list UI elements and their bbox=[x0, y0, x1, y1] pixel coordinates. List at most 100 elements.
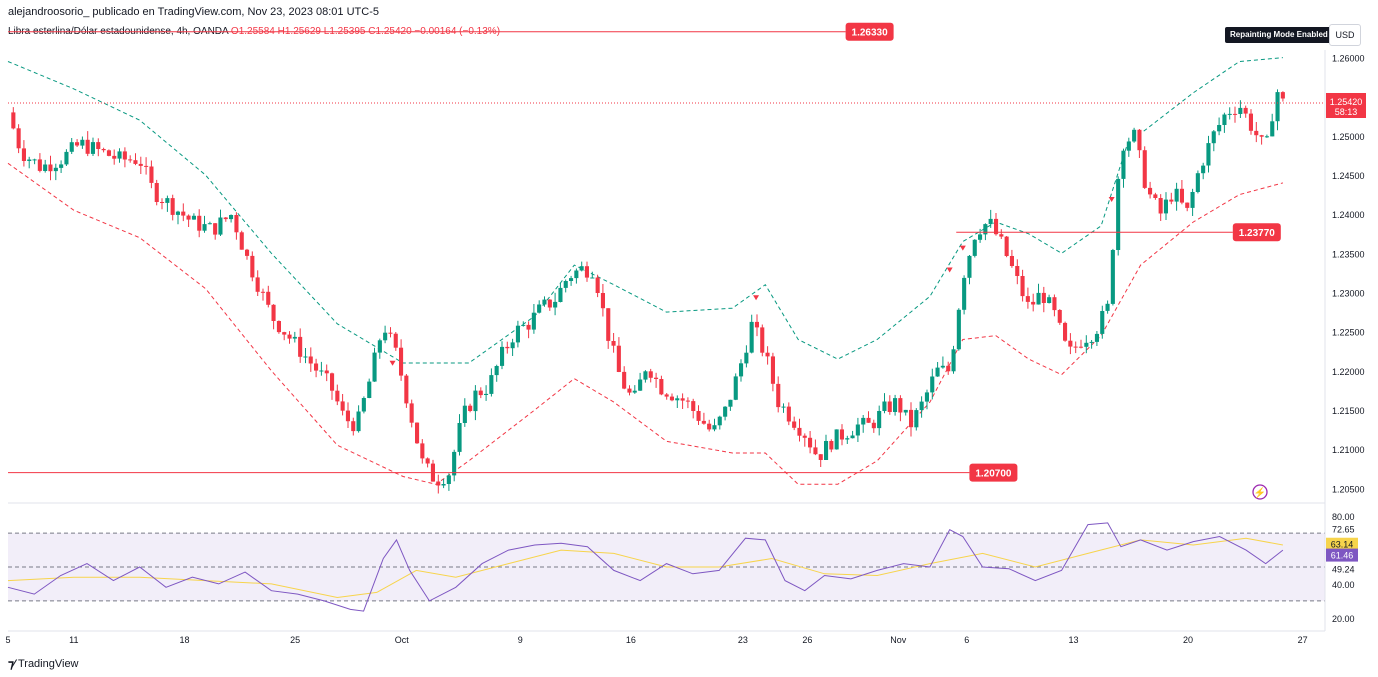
level-label-box bbox=[969, 463, 1018, 482]
candle-body bbox=[558, 287, 563, 302]
rsi-tick-label: 80.00 bbox=[1332, 512, 1355, 522]
candle-body bbox=[351, 421, 356, 432]
candle-body bbox=[276, 321, 281, 333]
candle-body bbox=[1121, 150, 1126, 179]
candle-body bbox=[37, 159, 42, 171]
candle-body bbox=[1057, 310, 1062, 323]
candle-body bbox=[1217, 125, 1222, 132]
candle-body bbox=[1137, 129, 1142, 151]
candle-body bbox=[404, 375, 409, 404]
candle-body bbox=[43, 164, 48, 171]
candle-body bbox=[122, 151, 127, 160]
candle-body bbox=[707, 423, 712, 430]
rsi-tick-label: 49.24 bbox=[1332, 564, 1355, 574]
candle-body bbox=[1100, 311, 1105, 334]
candle-body bbox=[754, 321, 759, 328]
candle-body bbox=[1025, 296, 1030, 302]
candle-body bbox=[579, 266, 584, 271]
candle-body bbox=[1270, 121, 1275, 137]
levels: 1.26330 1.23770 1.20700 bbox=[8, 22, 1325, 482]
price-tick-label: 1.24500 bbox=[1332, 171, 1365, 181]
candle-body bbox=[1163, 199, 1168, 214]
candle-body bbox=[510, 342, 515, 349]
candle-body bbox=[967, 255, 972, 278]
currency-button[interactable]: USD bbox=[1329, 24, 1361, 46]
candle-body bbox=[175, 211, 180, 215]
sell-signal-marker bbox=[1108, 197, 1115, 203]
candle-body bbox=[393, 333, 398, 348]
candle-body bbox=[154, 183, 159, 202]
candle-body bbox=[101, 149, 106, 151]
candle-body bbox=[415, 422, 420, 444]
candle-body bbox=[765, 352, 770, 357]
candle-body bbox=[144, 165, 149, 167]
candle-body bbox=[1148, 187, 1153, 195]
candle-body bbox=[1201, 165, 1206, 174]
candle-body bbox=[80, 139, 85, 146]
candle-body bbox=[468, 405, 473, 411]
upper-band-line bbox=[7, 57, 1283, 364]
candle-body bbox=[786, 406, 791, 422]
candle-body bbox=[218, 217, 223, 235]
candle-body bbox=[590, 277, 595, 279]
candle-body bbox=[1259, 135, 1264, 137]
candle-body bbox=[186, 215, 191, 220]
publisher-line: alejandroosorio_ publicado en TradingVie… bbox=[8, 6, 379, 18]
candle-body bbox=[478, 390, 483, 396]
candle-body bbox=[882, 401, 887, 411]
candle-body bbox=[245, 249, 250, 256]
candle-body bbox=[335, 390, 340, 402]
candle-body bbox=[149, 166, 154, 183]
candle-body bbox=[1264, 136, 1269, 138]
candle-body bbox=[1195, 173, 1200, 192]
time-tick-label: Nov bbox=[890, 635, 907, 645]
candle-body bbox=[1116, 178, 1121, 250]
candle-body bbox=[21, 148, 26, 161]
price-tick-label: 1.21000 bbox=[1332, 445, 1365, 455]
candle-body bbox=[739, 363, 744, 377]
candle-body bbox=[935, 367, 940, 377]
alert-flash-icon[interactable] bbox=[1252, 484, 1268, 500]
candle-body bbox=[569, 278, 574, 281]
candle-body bbox=[11, 112, 16, 129]
candle-body bbox=[744, 352, 749, 364]
candle-body bbox=[978, 234, 983, 240]
candle-body bbox=[1153, 194, 1158, 198]
bands bbox=[7, 57, 1284, 485]
candle-body bbox=[197, 215, 202, 231]
candle-body bbox=[574, 270, 579, 279]
candle-body bbox=[271, 304, 276, 321]
candle-body bbox=[616, 345, 621, 372]
candle-body bbox=[659, 379, 664, 395]
candle-body bbox=[834, 429, 839, 450]
candle-body bbox=[59, 164, 64, 168]
candle-body bbox=[314, 363, 319, 371]
candle-body bbox=[1063, 322, 1068, 341]
time-tick-label: 26 bbox=[802, 635, 812, 645]
candle-body bbox=[1052, 297, 1057, 311]
candle-body bbox=[675, 398, 680, 401]
candle-body bbox=[436, 481, 441, 486]
candle-body bbox=[664, 394, 669, 397]
candle-body bbox=[229, 215, 234, 220]
candle-body bbox=[643, 371, 648, 380]
candle-body bbox=[951, 349, 956, 372]
candle-body bbox=[898, 398, 903, 413]
candle-body bbox=[282, 332, 287, 335]
candle-body bbox=[956, 309, 961, 350]
candle-body bbox=[494, 366, 499, 376]
time-tick-label: 16 bbox=[626, 635, 636, 645]
candle-body bbox=[452, 451, 457, 476]
candle-body bbox=[266, 291, 271, 305]
time-tick-label: 20 bbox=[1183, 635, 1193, 645]
candle-body bbox=[680, 398, 685, 401]
candle-body bbox=[1233, 113, 1238, 115]
candle-body bbox=[1254, 130, 1259, 136]
candle-body bbox=[994, 218, 999, 235]
rsi-tick-label: 20.00 bbox=[1332, 614, 1355, 624]
candle-body bbox=[324, 370, 329, 374]
candle-body bbox=[563, 281, 568, 288]
candle-body bbox=[457, 423, 462, 452]
candle-body bbox=[484, 393, 489, 395]
